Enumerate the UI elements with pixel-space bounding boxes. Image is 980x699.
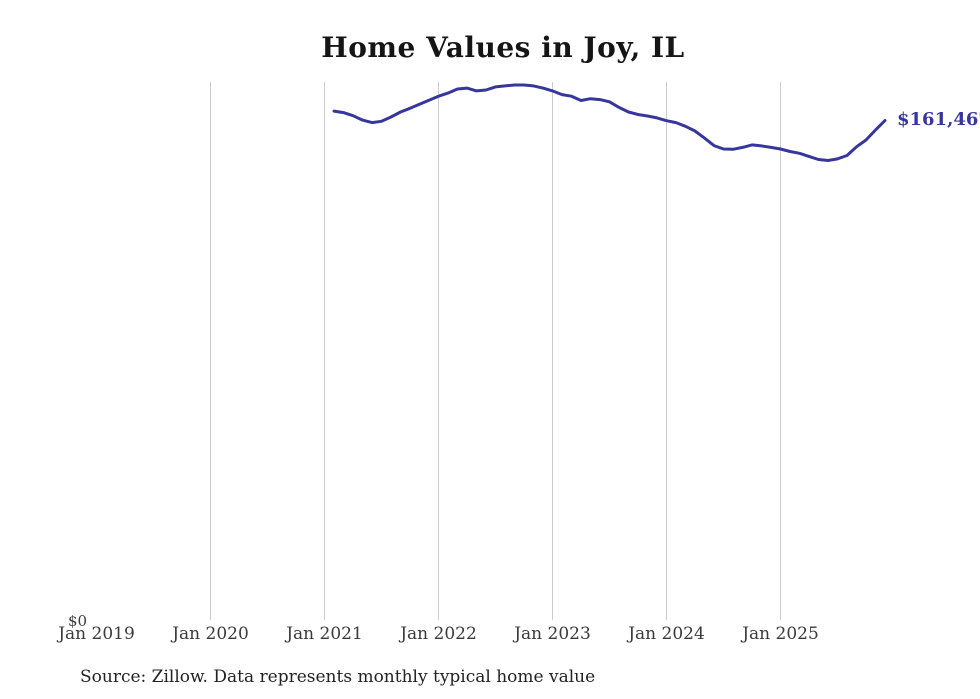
x-axis: Jan 2019 Jan 2020 Jan 2021 Jan 2022 Jan 2023… <box>0 624 980 648</box>
home-value-line <box>332 83 887 162</box>
y-axis-zero-label: $0 <box>68 612 88 630</box>
x-tick-label-jan-2022: Jan 2022 <box>400 624 477 644</box>
x-tick-label-jan-2019: Jan 2019 <box>58 624 135 644</box>
x-tick-label-jan-2025: Jan 2025 <box>742 624 819 644</box>
chart-title: Home Values in Joy, IL <box>321 31 685 64</box>
x-tick-label-jan-2023: Jan 2023 <box>514 624 591 644</box>
source-note: Source: Zillow. Data represents monthly … <box>80 667 596 687</box>
x-tick-label-jan-2021: Jan 2021 <box>286 624 363 644</box>
x-tick-label-jan-2024: Jan 2024 <box>628 624 705 644</box>
x-tick-label-jan-2020: Jan 2020 <box>172 624 249 644</box>
latest-value-label: $161,467 <box>897 109 980 130</box>
